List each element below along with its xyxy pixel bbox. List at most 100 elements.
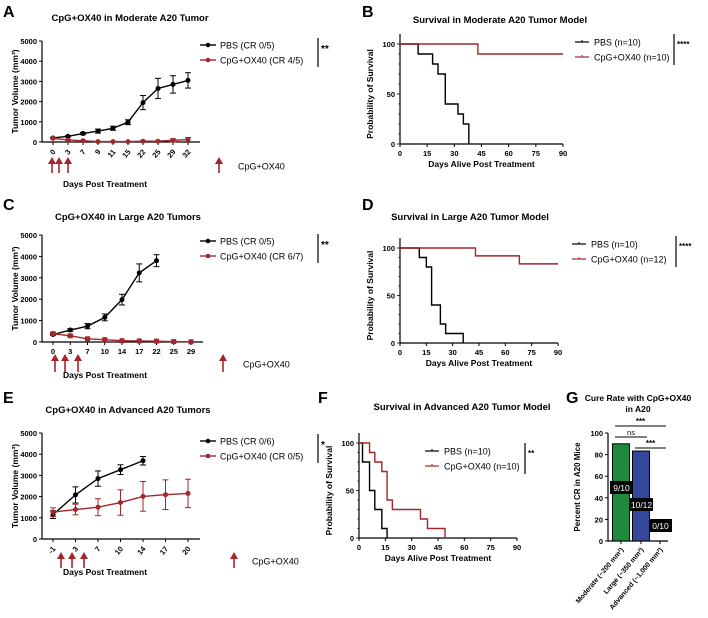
significance-label: ** (321, 44, 329, 55)
y-tick-label: 100 (590, 429, 603, 438)
y-tick-label: 4000 (20, 450, 37, 459)
arrow-head (215, 157, 223, 164)
y-tick-label: 3000 (20, 274, 37, 283)
comparison-label: ns (627, 428, 635, 437)
survival-curve-pbs (359, 442, 388, 538)
data-point (102, 337, 108, 343)
legend-label: CpG+OX40 (CR 4/5) (220, 56, 303, 66)
data-point (95, 476, 101, 482)
survival-curve-cpg-ox40 (359, 442, 446, 538)
data-point (163, 492, 168, 498)
data-point (188, 339, 194, 345)
y-tick-label: 4000 (20, 252, 37, 261)
survival-curve-cpg-ox40 (400, 43, 563, 55)
x-tick-label: 11 (106, 148, 118, 160)
significance-label: ** (321, 240, 329, 251)
x-tick-label: 7 (93, 545, 103, 554)
x-tick-label: 60 (501, 348, 509, 357)
x-tick-label: 25 (150, 148, 162, 160)
x-tick-label: 7 (78, 148, 88, 157)
series-line (52, 137, 189, 143)
x-axis-label: Days Alive Post Treatment (385, 553, 492, 563)
legend-marker (205, 453, 211, 459)
arrow-head (74, 354, 82, 361)
y-tick-label: 0 (350, 534, 354, 543)
legend-label: PBS (n=10) (594, 38, 641, 48)
x-tick-label: 15 (381, 543, 389, 552)
y-tick-label: 5000 (20, 37, 37, 46)
y-tick-label: 1000 (20, 514, 37, 523)
y-tick-label: 0 (33, 338, 37, 347)
legend-label: CpG+OX40 (n=12) (591, 255, 667, 265)
panel-letter-F: F (318, 390, 328, 407)
x-tick-label: 0 (398, 348, 402, 357)
x-tick-label: 30 (448, 348, 456, 357)
data-point (85, 323, 90, 329)
y-tick-label: 5000 (20, 231, 37, 240)
significance-label: * (321, 440, 325, 451)
significance-label: **** (677, 40, 690, 49)
x-tick-label: 22 (152, 347, 160, 356)
legend-label: CpG+OX40 (n=10) (594, 53, 670, 63)
legend-marker (205, 253, 211, 259)
y-axis-label: Probability of Survival (365, 251, 375, 341)
series-pbs (50, 72, 191, 141)
legend-arrow-icon (215, 157, 223, 173)
legend-arrow-icon (219, 354, 227, 372)
series-cpg-ox40 (50, 331, 194, 345)
data-point (140, 100, 146, 106)
treatment-arrow-icon (68, 552, 76, 568)
y-tick-label: 0 (33, 535, 37, 544)
data-point (80, 138, 86, 144)
data-point (119, 338, 125, 344)
y-tick-label: 0 (391, 339, 395, 348)
y-tick-label: 50 (387, 90, 395, 99)
series-line (52, 79, 189, 139)
y-tick-label: 100 (341, 439, 354, 448)
chart-title: Survival in Large A20 Tumor Model (391, 212, 549, 223)
panel-E: CpG+OX40 in Advanced A20 Tumors 0 1000 2000… (10, 405, 325, 577)
data-point (155, 138, 161, 144)
data-label: 0/10 (652, 521, 669, 531)
panel-D: Survival in Large A20 Tumor Model 0 50 100 0… (365, 212, 692, 368)
data-point (154, 338, 159, 344)
y-tick-label: 4000 (20, 57, 37, 66)
treatment-arrow-icon (80, 552, 88, 568)
data-point (119, 297, 125, 303)
arrow-head (48, 157, 56, 164)
arrow-head (64, 157, 72, 164)
panel-letter-G: G (566, 390, 578, 407)
x-tick-label: 75 (527, 348, 535, 357)
x-tick-label: 14 (135, 544, 148, 557)
data-point (170, 137, 176, 143)
data-point (95, 139, 101, 145)
legend-marker (205, 42, 211, 48)
arrow-head (61, 354, 69, 361)
chart-title: Cure Rate with CpG+OX40 (585, 393, 692, 403)
x-tick-label: 30 (407, 543, 415, 552)
significance-label: **** (679, 242, 692, 251)
data-point (110, 125, 116, 131)
treatment-legend-label: CpG+OX40 (243, 360, 290, 370)
panel-F: Survival in Advanced A20 Tumor Model 0 50 1… (324, 402, 551, 563)
y-axis-label: Tumor Volume (mm³) (10, 246, 20, 330)
data-point (118, 500, 123, 506)
data-point (50, 135, 56, 141)
legend-label: CpG+OX40 (n=10) (444, 462, 520, 472)
chart-title: CpG+OX40 in Advanced A20 Tumors (45, 405, 210, 416)
y-tick-label: 0 (599, 537, 603, 546)
arrow-head (230, 552, 238, 559)
x-tick-label: 0 (51, 347, 55, 356)
chart-title: CpG+OX40 in Moderate A20 Tumor (51, 13, 208, 24)
y-tick-label: 60 (595, 472, 603, 481)
treatment-legend-label: CpG+OX40 (252, 557, 299, 567)
data-point (73, 507, 78, 513)
series-pbs (50, 456, 146, 519)
y-tick-label: 1000 (20, 317, 37, 326)
data-point (140, 138, 146, 144)
treatment-arrow-icon (55, 157, 63, 173)
data-point (95, 128, 101, 134)
y-axis-label: Probability of Survival (324, 446, 334, 536)
treatment-arrow-icon (64, 157, 72, 173)
x-tick-label: 45 (477, 149, 485, 158)
